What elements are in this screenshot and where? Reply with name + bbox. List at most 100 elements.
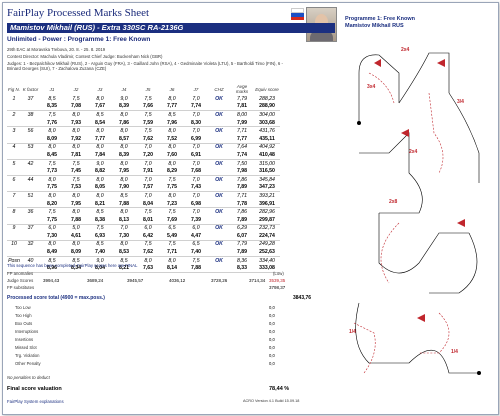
cell-raw-j2: 8,0 [72, 111, 80, 118]
cell-raw-j3: 7,5 [96, 225, 104, 232]
col-j7: J7 [193, 86, 199, 92]
cell-proc-j6: 7,23 [166, 200, 178, 207]
cell-proc-j4: 7,30 [118, 232, 130, 239]
cell-raw-j4: 8,0 [120, 209, 128, 216]
cell-eq2: 347,23 [259, 184, 275, 191]
cell-avg2: 7,89 [236, 184, 248, 191]
cell-eq2: 299,87 [259, 216, 275, 223]
cell-proc-j3: 8,21 [94, 200, 106, 207]
cell-blank-k [21, 184, 40, 192]
cell-blank-chz [208, 151, 230, 159]
final-score-value: 78,44 % [269, 386, 290, 392]
cell-proc-j1: 8,96 [46, 265, 58, 272]
table-row-raw: 6 44 8,0 7,5 8,0 8,0 7,0 7,5 7,0 OK 7,86 345,84 [7, 175, 280, 183]
cell-fig: 6 [12, 176, 16, 183]
cell-avg2: 7,78 [236, 200, 248, 207]
cell-raw-j5: 7,5 [144, 128, 152, 135]
cell-raw-j4: 8,0 [120, 241, 128, 248]
marks-sheet-panel: FairPlay Processed Marks Sheet Mamistov … [7, 3, 337, 414]
cell-raw-j1: 7,5 [48, 111, 56, 118]
event-line: 29th EAC at Moravska Trebova, 20. 8. - 2… [7, 47, 106, 52]
col-chz: CHZ [214, 86, 224, 92]
figure-label-1: 2x4 [401, 47, 410, 53]
penalty-value: 0,0 [269, 305, 275, 310]
cell-proc-j5: 7,62 [142, 249, 154, 256]
cell-blank-chz [208, 119, 230, 127]
cell-raw-j1: 8,5 [48, 257, 56, 264]
judge-score-5: 3728,26 [211, 278, 228, 283]
col-fig: Fig N. [8, 86, 21, 92]
cell-raw-j4: 8,0 [120, 176, 128, 183]
cell-raw-j5: 6,0 [144, 225, 152, 232]
cell-eq: 345,84 [259, 176, 275, 183]
no-penalties-note: No penalties to deduct [7, 375, 50, 380]
cell-blank-chz [208, 264, 230, 272]
cell-proc-j5: 7,62 [142, 135, 154, 142]
cell-raw-j4: 8,0 [120, 111, 128, 118]
cell-raw-j3: 8,5 [96, 111, 104, 118]
cell-proc-j5: 8,04 [142, 200, 154, 207]
cell-raw-j4: 8,0 [120, 160, 128, 167]
cell-raw-j3: 8,0 [96, 144, 104, 151]
judge-score-2: 3689,24 [87, 278, 104, 283]
cell-proc-j1: 7,73 [46, 168, 58, 175]
cell-raw-j7: 7,5 [192, 257, 200, 264]
cell-k: 42 [27, 160, 34, 167]
col-j2: J2 [73, 86, 79, 92]
cell-blank-chz [208, 232, 230, 240]
table-row-raw: 8 36 7,5 8,0 8,5 8,0 7,5 7,5 7,0 OK 7,86 282,96 [7, 208, 280, 216]
cell-chz: OK [215, 176, 223, 183]
penalty-label: Missed Slot [15, 345, 37, 350]
cell-raw-j2: 8,0 [72, 209, 80, 216]
figure-label-4: 2x4 [409, 149, 418, 155]
cell-raw-j4: 8,0 [120, 128, 128, 135]
cell-proc-j2: 4,61 [70, 232, 82, 239]
penalty-label: Insertions [15, 337, 34, 342]
cell-proc-j7: 7,88 [190, 265, 202, 272]
cell-raw-j2: 7,5 [72, 95, 80, 102]
cell-raw-j1: 8,0 [48, 144, 56, 151]
cell-raw-j2: 8,0 [72, 144, 80, 151]
cell-fig: 1 [12, 95, 16, 102]
cell-avg2: 7,81 [236, 103, 248, 110]
table-row-processed: 7,73 7,45 8,82 7,95 7,91 8,29 7,68 7,98 316,50 [7, 167, 280, 176]
cell-blank-fig [7, 248, 21, 256]
cell-avg2: 7,89 [236, 216, 248, 223]
cell-raw-j5: 7,5 [144, 95, 152, 102]
figure-line-1 [358, 54, 400, 123]
cell-raw-j6: 8,0 [168, 192, 176, 199]
cell-raw-j6: 8,0 [168, 144, 176, 151]
cell-chz: OK [215, 192, 223, 199]
col-j6: J6 [169, 86, 175, 92]
cell-avg: 7,71 [236, 192, 248, 199]
cell-raw-j1: 8,0 [48, 128, 56, 135]
col-j5: J5 [145, 86, 151, 92]
explanations-link[interactable]: FairPlay System explanations [7, 399, 64, 404]
cell-eq: 249,28 [259, 241, 275, 248]
cell-proc-j3: 7,67 [94, 103, 106, 110]
figure-dashed-3 [380, 222, 400, 284]
cell-blank-fig [7, 232, 21, 240]
cell-raw-j7: 6,0 [192, 225, 200, 232]
cell-proc-j4: 7,95 [118, 168, 130, 175]
cell-blank-fig [7, 167, 21, 175]
cell-raw-j2: 5,0 [72, 225, 80, 232]
penalty-value: 0,0 [269, 345, 275, 350]
cell-k: 56 [27, 128, 34, 135]
country-flag [291, 8, 304, 20]
marks-table: Fig N. K factor J1 J2 J3 J4 J5 J6 J7 CHZ… [7, 83, 280, 273]
judge-score-1: 3994,43 [43, 278, 60, 283]
cell-proc-j2: 7,88 [70, 216, 82, 223]
cell-blank-k [21, 103, 40, 111]
cell-avg: 7,64 [236, 144, 248, 151]
cell-eq2: 396,91 [259, 200, 275, 207]
pilot-title: Mamistov Mikhail RUS [345, 23, 404, 29]
cell-blank-chz [208, 135, 230, 143]
cell-avg2: 7,74 [236, 151, 248, 158]
cell-proc-j7: 7,74 [190, 103, 202, 110]
cell-fig: 10 [11, 241, 17, 248]
table-row-raw: 4 53 8,0 8,0 8,0 8,0 7,0 8,0 7,0 OK 7,64 404,92 [7, 143, 280, 151]
cell-raw-j5: 7,0 [144, 192, 152, 199]
table-row-raw: 5 42 7,5 7,5 9,0 8,0 7,0 8,0 7,0 OK 7,50 315,00 [7, 159, 280, 167]
cell-eq2: 410,48 [259, 151, 275, 158]
